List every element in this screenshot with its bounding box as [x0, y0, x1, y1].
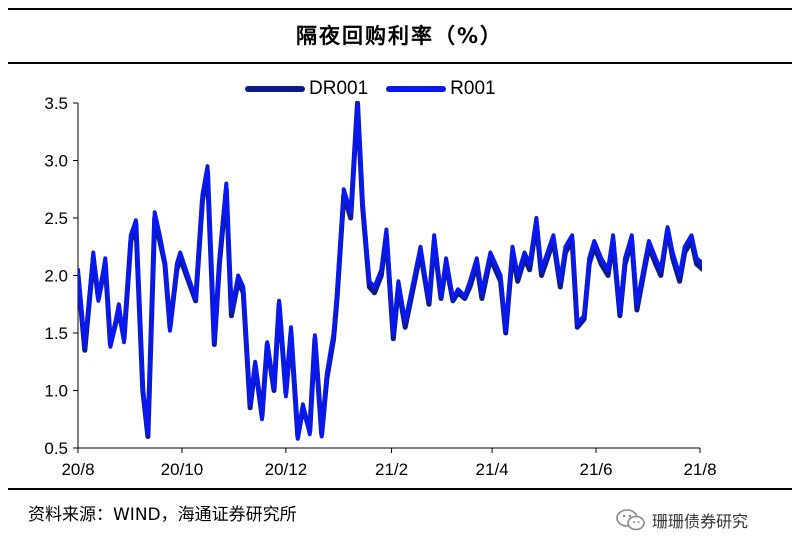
- legend: DR001 R001: [245, 78, 514, 100]
- watermark: 珊珊债券研究: [616, 508, 748, 532]
- x-tick-label: 20/12: [265, 460, 308, 479]
- y-tick-label: 1.5: [44, 324, 68, 343]
- legend-swatch-r001: [386, 86, 447, 92]
- top-rule: [8, 8, 792, 10]
- x-tick-label: 21/6: [580, 460, 613, 479]
- x-tick-label: 20/8: [61, 460, 94, 479]
- chart-title: 隔夜回购利率（%）: [295, 24, 504, 48]
- legend-swatch-dr001: [245, 86, 305, 92]
- x-tick-label: 21/4: [476, 460, 509, 479]
- watermark-text: 珊珊债券研究: [652, 512, 749, 531]
- y-tick-label: 3.0: [44, 152, 68, 171]
- y-tick-label: 2.0: [44, 267, 68, 286]
- source-note: 资料来源：WIND，海通证券研究所: [28, 505, 297, 525]
- y-tick-label: 3.5: [44, 94, 68, 113]
- legend-item-r001: R001: [386, 78, 496, 100]
- x-tick-label: 21/8: [683, 460, 716, 479]
- y-tick-label: 1.0: [44, 382, 68, 401]
- legend-label-dr001: DR001: [309, 78, 369, 99]
- series-line-r001: [78, 101, 702, 441]
- x-tick-label: 20/10: [161, 460, 204, 479]
- title-underline: [8, 62, 792, 64]
- legend-label-r001: R001: [450, 78, 496, 99]
- y-tick-label: 0.5: [44, 439, 68, 458]
- y-tick-label: 2.5: [44, 209, 68, 228]
- wechat-icon: [616, 509, 645, 531]
- legend-item-dr001: DR001: [245, 78, 368, 100]
- bottom-rule: [8, 488, 792, 490]
- x-tick-label: 21/2: [375, 460, 408, 479]
